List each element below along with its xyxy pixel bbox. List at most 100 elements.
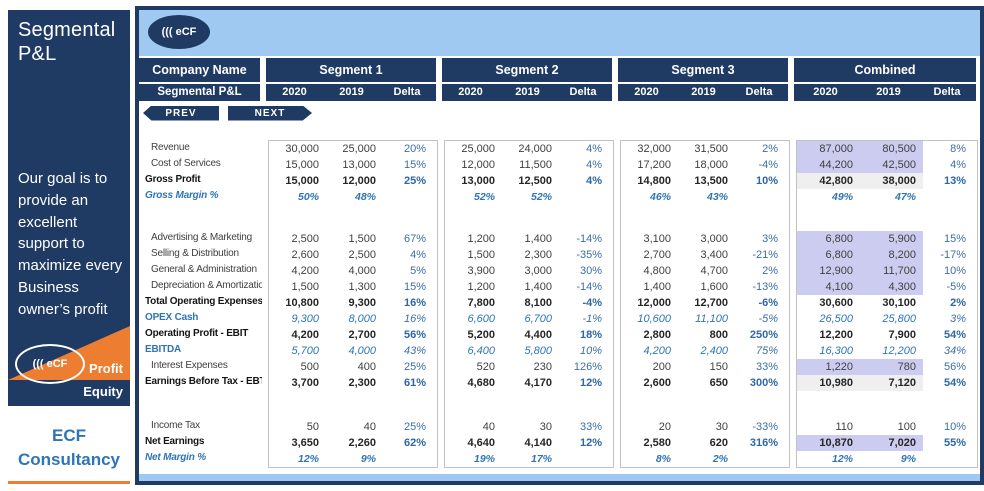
delta-cell (383, 189, 437, 205)
table-row: 46% 43% (621, 189, 789, 205)
delta-cell: 16% (403, 297, 426, 309)
table-row: 2,580 620 316% (621, 435, 789, 451)
value-cell: 30,100 (882, 297, 916, 309)
value-cell: 42,500 (860, 157, 923, 173)
value-cell: 20 (658, 421, 671, 433)
table-row: 50 40 25% (269, 419, 437, 435)
delta-cell: 75% (755, 345, 778, 357)
year-header: 2019 (339, 86, 364, 98)
delta-cell: 4% (410, 249, 426, 261)
value-cell: 13,500 (694, 175, 728, 187)
row-label: Advertising & Marketing (151, 232, 253, 243)
row-label: Cost of Services (151, 158, 221, 169)
ecf-badge-icon: ((( eCF (148, 15, 210, 49)
table-row: 3,100 3,000 3% (621, 231, 789, 247)
table-row: 4,200 2,700 56% (269, 327, 437, 343)
year-header: Delta (569, 86, 597, 98)
value-cell: 38,000 (860, 173, 923, 189)
delta-cell: -4% (758, 159, 778, 171)
table-row: 52% 52% (445, 189, 613, 205)
row-gap (797, 205, 977, 231)
table-row: 1,200 1,400 -14% (445, 231, 613, 247)
delta-cell: 15% (403, 281, 426, 293)
delta-cell: -5% (758, 313, 778, 325)
delta-cell: -6% (758, 297, 778, 309)
segment-header-4: Combined (794, 58, 976, 82)
value-cell: 44,200 (797, 157, 860, 173)
delta-cell: 25% (403, 175, 426, 187)
delta-cell: -13% (752, 281, 778, 293)
row-label: Gross Profit (145, 174, 201, 185)
value-cell: 5,200 (467, 329, 495, 341)
value-cell: 12,200 (819, 329, 853, 341)
delta-cell: 15% (403, 159, 426, 171)
value-cell: 50% (297, 191, 319, 203)
row-labels-column: Revenue Cost of Services Gross Profit Gross… (141, 140, 262, 468)
profit-label: Profit (89, 361, 123, 376)
value-cell: 80,500 (860, 141, 923, 157)
value-cell: 620 (709, 437, 728, 449)
value-cell: 47% (894, 191, 916, 203)
value-cell: 2,700 (643, 249, 671, 261)
value-cell: 15,000 (285, 159, 319, 171)
delta-cell: 62% (403, 437, 426, 449)
segment-data-group-2: 25,000 24,000 4% 12,000 11,500 4% 13,000 12,500… (444, 140, 614, 468)
table-row: 6,800 8,200 -17% (797, 247, 977, 263)
value-cell: 4,000 (348, 345, 376, 357)
table-row: 25,000 24,000 4% (445, 141, 613, 157)
table-row: 30,600 30,100 2% (797, 295, 977, 311)
value-cell: 4,400 (524, 329, 552, 341)
delta-cell: 4% (586, 143, 602, 155)
pl-table: Revenue Cost of Services Gross Profit Gross… (141, 140, 980, 468)
table-row: 2,500 1,500 67% (269, 231, 437, 247)
table-row: 4,680 4,170 12% (445, 375, 613, 391)
row-gap (797, 391, 977, 419)
company-name-header: Company Name (139, 58, 260, 82)
delta-cell (735, 451, 789, 467)
year-header-strip: 2020 2019 Delta (442, 84, 612, 101)
delta-cell: -14% (576, 233, 602, 245)
delta-cell: 61% (403, 377, 426, 389)
table-row: 1,200 1,400 -14% (445, 279, 613, 295)
value-cell: 12,000 (461, 159, 495, 171)
value-cell: 1,600 (700, 281, 728, 293)
table-row: 12% 9% (797, 451, 977, 467)
value-cell: 500 (300, 361, 319, 373)
value-cell: 4,170 (524, 377, 552, 389)
delta-cell: 34% (943, 345, 966, 357)
table-row: 19% 17% (445, 451, 613, 467)
value-cell: 26,500 (819, 313, 853, 325)
value-cell: 30 (539, 421, 552, 433)
value-cell: 8,200 (860, 247, 923, 263)
next-button[interactable]: NEXT (228, 105, 312, 121)
value-cell: 3,900 (467, 265, 495, 277)
delta-cell: -1% (582, 313, 602, 325)
value-cell: 4,100 (797, 279, 860, 295)
delta-cell: 4% (950, 159, 966, 171)
year-header: Delta (745, 86, 773, 98)
prev-button[interactable]: PREV (143, 105, 219, 121)
delta-cell: 8% (950, 143, 966, 155)
table-row: 12% 9% (269, 451, 437, 467)
value-cell: 17% (530, 453, 552, 465)
row-gap (269, 391, 437, 419)
table-row: 4,640 4,140 12% (445, 435, 613, 451)
table-row: 3,650 2,260 62% (269, 435, 437, 451)
value-cell: 2,260 (348, 437, 376, 449)
table-row: 6,400 5,800 10% (445, 343, 613, 359)
table-row: 500 400 25% (269, 359, 437, 375)
row-label: Gross Margin % (145, 190, 219, 201)
delta-cell: 10% (579, 345, 602, 357)
table-row: 2,600 650 300% (621, 375, 789, 391)
row-label: Income Tax (151, 420, 200, 431)
value-cell: 12,200 (882, 345, 916, 357)
year-header: Delta (933, 86, 961, 98)
year-header: 2019 (515, 86, 540, 98)
value-cell: 12% (831, 453, 853, 465)
value-cell: 11,100 (695, 313, 728, 325)
value-cell: 7,900 (888, 329, 916, 341)
value-cell: 12,900 (797, 263, 860, 279)
row-label: Net Margin % (145, 452, 206, 463)
delta-cell: 316% (749, 437, 778, 449)
